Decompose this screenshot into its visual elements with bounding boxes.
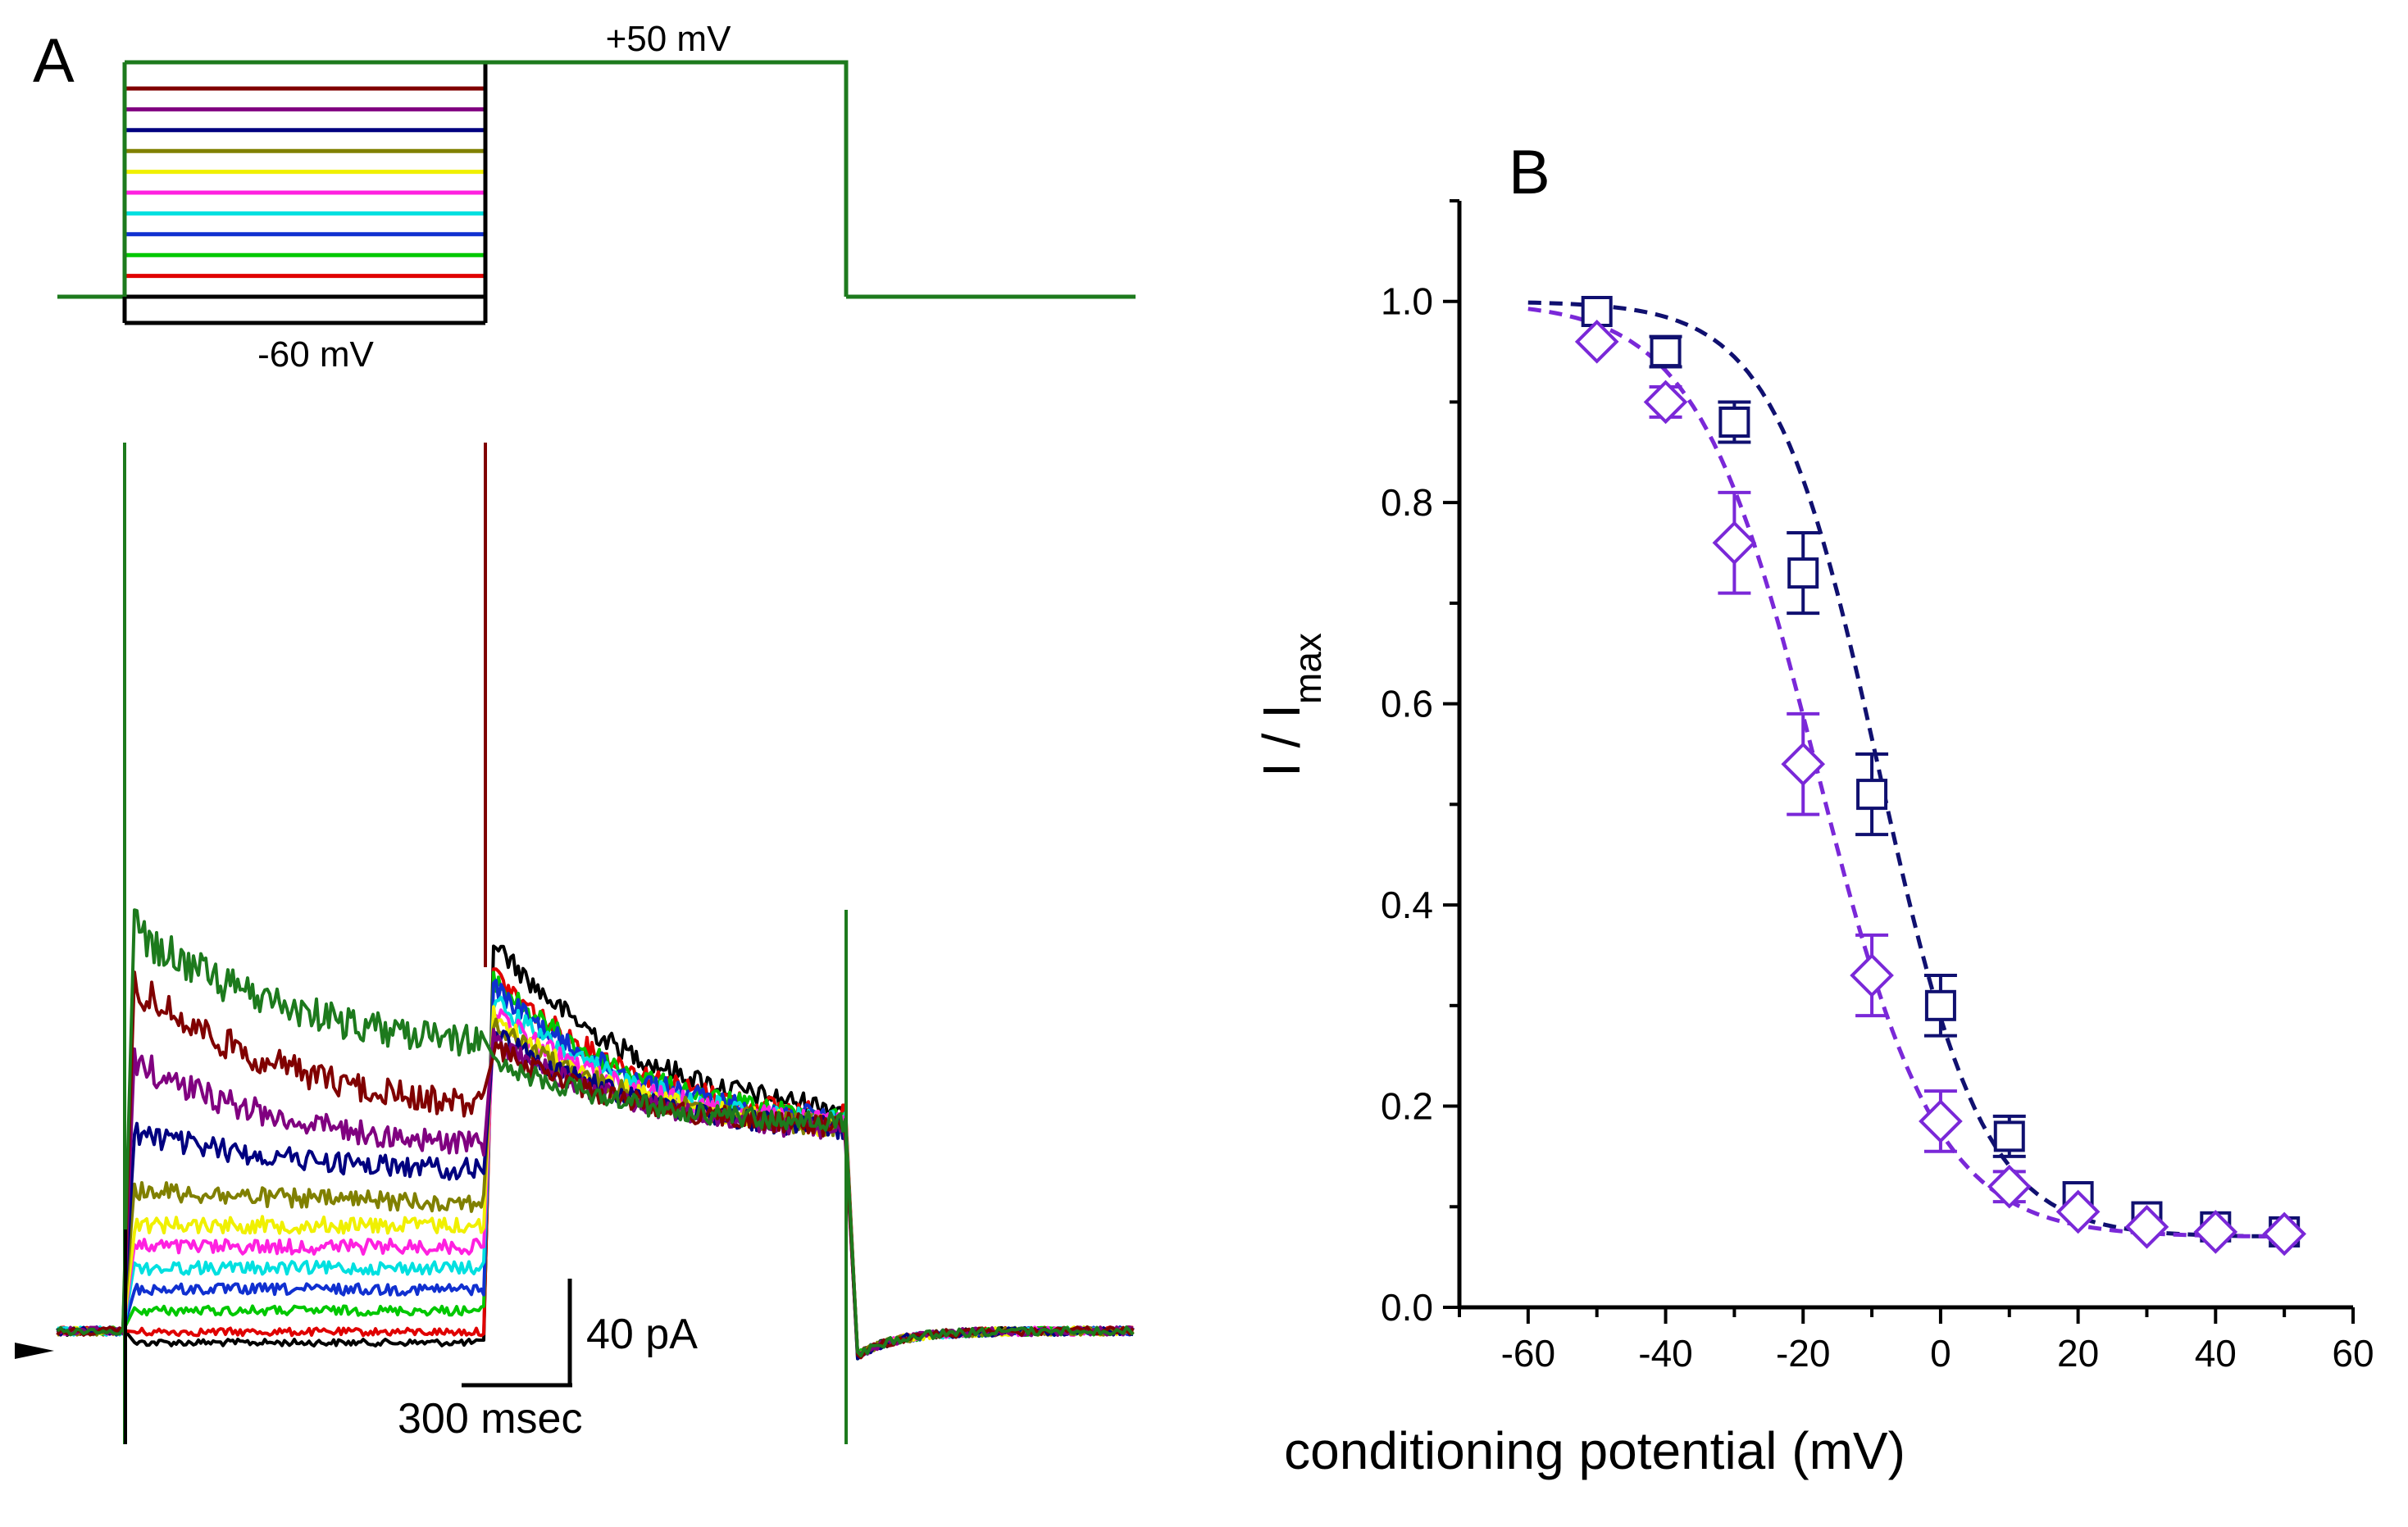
panel-b: B -60 -40 -20 0 20 40 60 0.0 0.2 0.4 0.6 0.8 1.0 con… <box>1252 138 2374 1480</box>
chart-axes: -60 -40 -20 0 20 40 60 0.0 0.2 0.4 0.6 0.8 1.0 <box>1381 199 2374 1375</box>
x-axis-title: conditioning potential (mV) <box>1284 1421 1905 1480</box>
holding-potential-label: -60 mV <box>257 334 374 375</box>
y-tick-label: 0.6 <box>1381 683 1433 725</box>
square-marker <box>1856 779 1888 811</box>
data-point-diamonds <box>1643 379 1688 425</box>
data-point-diamonds <box>1574 319 1619 364</box>
diamond-marker <box>1643 379 1688 425</box>
scale-bar-current-label: 40 pA <box>586 1311 698 1358</box>
data-point-squares <box>1649 334 1682 369</box>
data-point-diamonds <box>1987 1164 2032 1209</box>
diamond-marker <box>2124 1204 2169 1249</box>
panel-a-letter: A <box>33 26 75 96</box>
diamond-marker <box>2055 1189 2101 1234</box>
data-point-diamonds <box>1919 1089 1963 1153</box>
data-point-diamonds <box>2193 1210 2238 1254</box>
square-marker <box>1924 989 1956 1021</box>
voltage-protocol: +50 mV -60 mV <box>57 19 1136 375</box>
test-pulse-label: +50 mV <box>606 19 732 59</box>
data-point-squares <box>1855 752 1889 837</box>
x-tick-label: -40 <box>1638 1332 1692 1375</box>
diamond-marker <box>1712 520 1757 566</box>
y-tick-label: 1.0 <box>1381 280 1433 323</box>
y-tick-label: 0.4 <box>1381 884 1433 926</box>
x-tick-label: 0 <box>1930 1332 1951 1375</box>
data-point-diamonds <box>1781 711 1826 816</box>
diamond-marker <box>1987 1164 2032 1209</box>
x-tick-label: 60 <box>2332 1332 2374 1375</box>
square-marker <box>1787 557 1819 589</box>
protocol-test-pulse <box>125 60 849 297</box>
panel-b-letter: B <box>1509 138 1550 207</box>
data-point-squares <box>1992 1114 2026 1158</box>
data-point-diamonds <box>2124 1204 2169 1249</box>
square-marker <box>1718 407 1750 438</box>
current-trace-1 <box>56 967 1134 1357</box>
data-point-squares <box>1718 400 1751 444</box>
y-axis-title-main: I / I <box>1252 704 1311 777</box>
fit-curves <box>1527 300 2285 1239</box>
current-traces <box>56 443 1135 1444</box>
square-marker <box>1650 336 1682 368</box>
y-tick-label: 0.8 <box>1381 481 1433 524</box>
y-tick-label: 0.2 <box>1381 1085 1433 1128</box>
data-point-squares <box>1923 974 1957 1038</box>
data-point-squares <box>1787 531 1820 616</box>
diamond-marker <box>1919 1099 1963 1143</box>
x-tick-label: -60 <box>1501 1332 1555 1375</box>
current-trace-11 <box>56 908 1135 1357</box>
square-marker <box>1993 1120 2025 1152</box>
scale-bar-time-label: 300 msec <box>398 1395 582 1443</box>
y-axis-title-subscript: max <box>1286 633 1329 704</box>
x-tick-label: 40 <box>2195 1332 2237 1375</box>
scale-bar: 40 pA 300 msec <box>398 1279 698 1443</box>
protocol-steps <box>57 60 1136 325</box>
zero-current-arrowhead <box>15 1343 54 1359</box>
x-tick-label: 20 <box>2057 1332 2099 1375</box>
x-tick-label: -20 <box>1776 1332 1830 1375</box>
current-trace-10 <box>56 970 1135 1360</box>
fit-curve-diamonds <box>1527 307 2285 1239</box>
diamond-marker <box>2193 1210 2238 1254</box>
panel-a: A +50 mV -60 mV 40 pA 300 msec <box>15 19 1136 1444</box>
diamond-marker <box>2262 1211 2306 1257</box>
data-point-diamonds <box>1850 933 1894 1018</box>
diamond-marker <box>1574 319 1619 364</box>
data-points <box>1574 296 2306 1257</box>
fit-curve-squares <box>1527 300 2285 1239</box>
y-axis-title: I / Imax <box>1252 633 1329 777</box>
diamond-marker <box>1781 742 1826 787</box>
diamond-marker <box>1850 953 1894 998</box>
data-point-diamonds <box>2262 1211 2306 1257</box>
data-point-diamonds <box>1712 490 1757 595</box>
data-point-diamonds <box>2055 1189 2101 1234</box>
y-tick-label: 0.0 <box>1381 1286 1433 1329</box>
